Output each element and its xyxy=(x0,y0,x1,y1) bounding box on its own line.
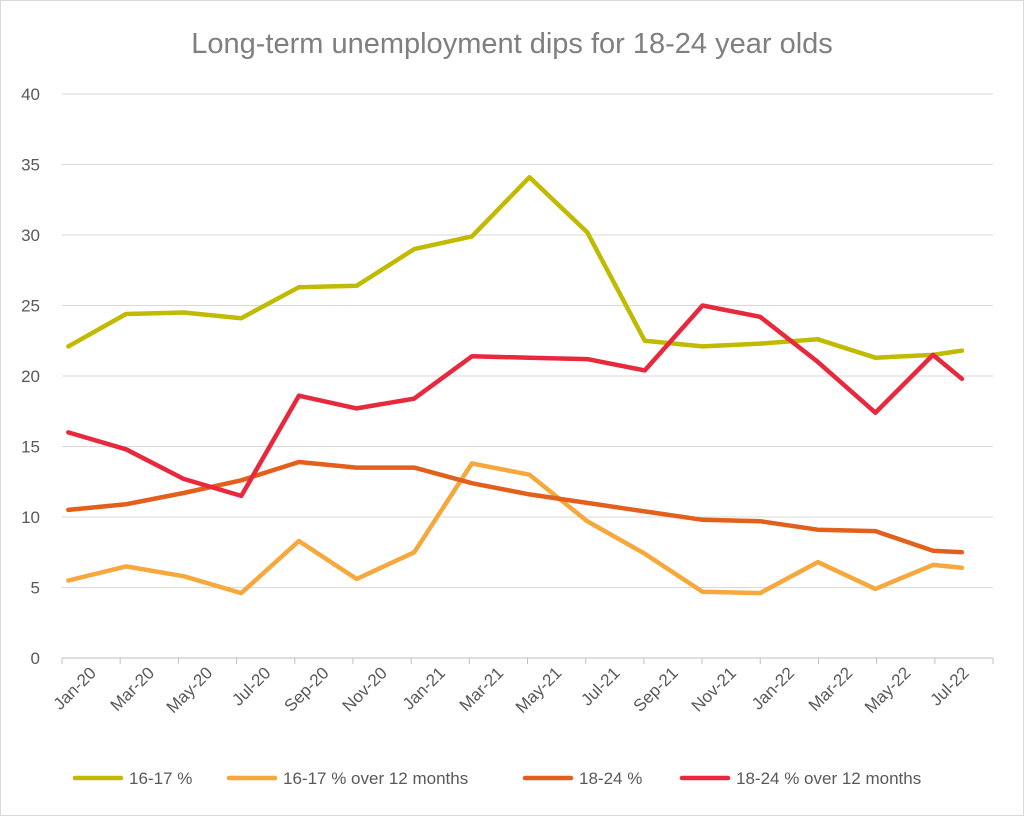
x-tick-label: Sep-21 xyxy=(630,663,682,715)
series-line-1 xyxy=(66,174,965,360)
x-tick-label: Jan-20 xyxy=(50,663,100,713)
x-tick-label: Nov-21 xyxy=(688,663,740,715)
y-tick-label: 25 xyxy=(21,297,40,316)
x-tick-label: Jul-21 xyxy=(577,663,623,709)
legend-label: 16-17 % over 12 months xyxy=(283,769,468,788)
x-tick-label: Jan-22 xyxy=(748,663,798,713)
legend: 16-17 % 16-17 % over 12 months 18-24 % 18-2… xyxy=(72,769,921,788)
series-line-4 xyxy=(66,303,965,499)
x-tick-label: Mar-22 xyxy=(805,663,857,715)
x-tick-label: Mar-21 xyxy=(456,663,508,715)
legend-label: 16-17 % xyxy=(129,769,192,788)
x-tick-label: May-22 xyxy=(861,663,915,717)
y-tick-label: 15 xyxy=(21,438,40,457)
x-axis: Jan-20 Mar-20 May-20 Jul-20 Sep-20 Nov-20 Jan-… xyxy=(50,657,994,717)
y-tick-label: 20 xyxy=(21,367,40,386)
legend-label: 18-24 % over 12 months xyxy=(736,769,921,788)
y-tick-label: 10 xyxy=(21,508,40,527)
x-tick-label: Nov-20 xyxy=(339,663,391,715)
gridlines xyxy=(62,93,993,588)
x-tick-label: May-20 xyxy=(163,663,217,717)
x-tick-label: Jan-21 xyxy=(399,663,449,713)
series-group xyxy=(66,174,965,596)
y-tick-label: 35 xyxy=(21,156,40,175)
x-tick-label: Mar-20 xyxy=(107,663,159,715)
x-tick-label: Sep-20 xyxy=(280,663,332,715)
x-tick-label: Jul-22 xyxy=(927,663,973,709)
legend-label: 18-24 % xyxy=(579,769,642,788)
y-tick-label: 30 xyxy=(21,226,40,245)
y-tick-label: 40 xyxy=(21,85,40,104)
y-tick-label: 0 xyxy=(31,649,40,668)
x-tick-label: Jul-20 xyxy=(228,663,274,709)
y-axis: 0 5 10 15 20 25 30 35 40 xyxy=(21,85,40,668)
series-line-3 xyxy=(66,459,965,555)
x-tick-label: May-21 xyxy=(512,663,566,717)
y-tick-label: 5 xyxy=(31,579,40,598)
chart-title: Long-term unemployment dips for 18-24 ye… xyxy=(191,28,833,60)
series-line-2 xyxy=(66,461,965,596)
